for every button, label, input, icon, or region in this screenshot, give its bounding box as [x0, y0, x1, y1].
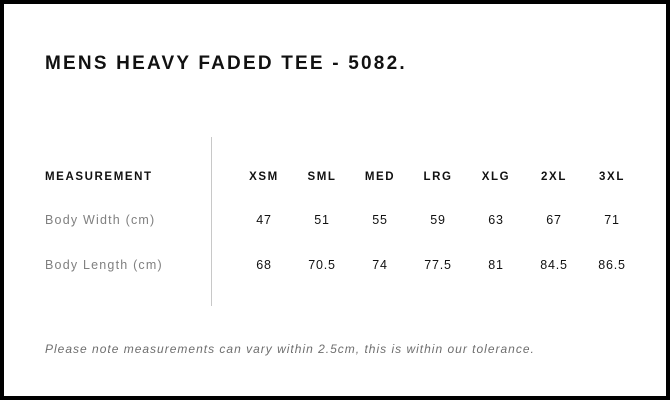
table-cell: 47 — [256, 213, 272, 227]
table-cell: 68 — [256, 258, 272, 272]
table-cell: 86.5 — [598, 258, 626, 272]
table-cell: 71 — [604, 213, 620, 227]
table-cell: 59 — [430, 213, 446, 227]
size-header-lrg: LRG — [423, 171, 453, 183]
table-cell: 51 — [314, 213, 330, 227]
size-header-3xl: 3XL — [599, 171, 625, 183]
table-cell: 70.5 — [308, 258, 336, 272]
size-chart-card: MENS HEAVY FADED TEE - 5082. MEASUREMENT… — [4, 4, 666, 396]
size-header-med: MED — [364, 171, 396, 183]
table-row: Body Width (cm) 47 51 55 59 63 67 71 — [4, 210, 666, 230]
size-header-2xl: 2XL — [541, 171, 567, 183]
size-header-xlg: XLG — [481, 171, 511, 183]
tolerance-note: Please note measurements can vary within… — [45, 342, 535, 356]
table-cell: 67 — [546, 213, 562, 227]
table-header-row: MEASUREMENT XSM SML MED LRG XLG 2XL 3XL — [4, 167, 666, 187]
page-title: MENS HEAVY FADED TEE - 5082. — [45, 53, 407, 74]
measurement-header: MEASUREMENT — [45, 171, 153, 183]
table-cell: 74 — [372, 258, 388, 272]
row-label: Body Length (cm) — [45, 258, 163, 272]
table-cell: 55 — [372, 213, 388, 227]
table-cell: 77.5 — [424, 258, 452, 272]
size-header-sml: SML — [307, 171, 337, 183]
size-header-xsm: XSM — [249, 171, 279, 183]
table-cell: 84.5 — [540, 258, 568, 272]
table-row: Body Length (cm) 68 70.5 74 77.5 81 84.5 86.5 — [4, 255, 666, 275]
table-cell: 63 — [488, 213, 504, 227]
column-divider — [211, 137, 212, 306]
row-label: Body Width (cm) — [45, 213, 156, 227]
table-cell: 81 — [488, 258, 504, 272]
